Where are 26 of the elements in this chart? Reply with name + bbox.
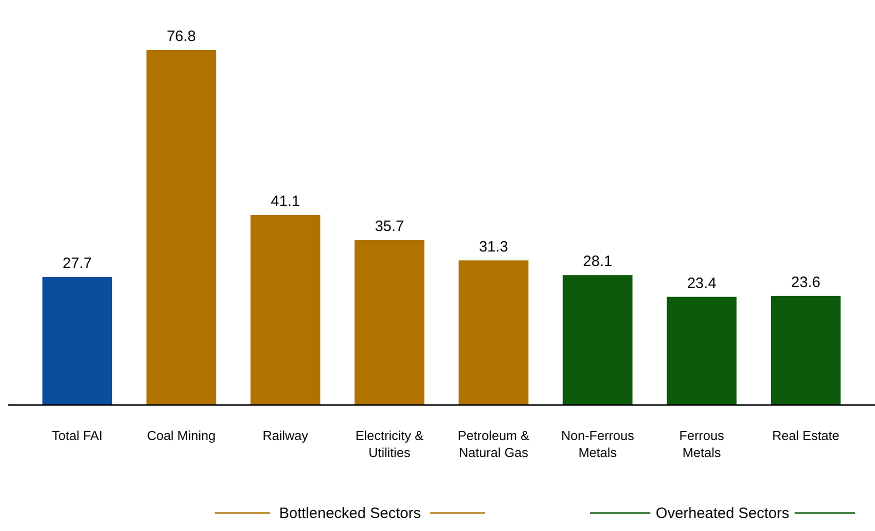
bar (458, 260, 528, 405)
data-label: 41.1 (270, 193, 300, 210)
data-label: 23.4 (687, 274, 716, 292)
x-tick-label: Total FAI (52, 428, 103, 443)
x-tick-label: Non-Ferrous Metals (561, 428, 635, 460)
bar (42, 276, 112, 405)
data-label: 35.7 (374, 218, 404, 235)
bar (666, 296, 737, 405)
x-tick-label: Ferrous Metals (679, 428, 725, 460)
data-label: 28.1 (583, 253, 612, 270)
x-tick-label: Coal Mining (146, 428, 216, 443)
data-label: 23.6 (791, 274, 820, 291)
text: Overheated Sectors (656, 505, 790, 522)
bar (146, 50, 216, 405)
data-label: 31.3 (478, 238, 508, 256)
data-label: 27.7 (62, 254, 92, 272)
bar (354, 240, 424, 405)
bar (770, 296, 841, 405)
x-tick-label: Real Estate (772, 428, 840, 443)
x-tick-label: Electricity & Utilities (356, 428, 424, 460)
bar (562, 275, 632, 405)
data-label: 76.8 (166, 28, 196, 45)
x-tick-label: Railway (262, 428, 309, 443)
text: Bottlenecked Sectors (279, 505, 421, 522)
bar (250, 215, 320, 405)
x-tick-label: Petroleum & Natural Gas (458, 428, 530, 460)
